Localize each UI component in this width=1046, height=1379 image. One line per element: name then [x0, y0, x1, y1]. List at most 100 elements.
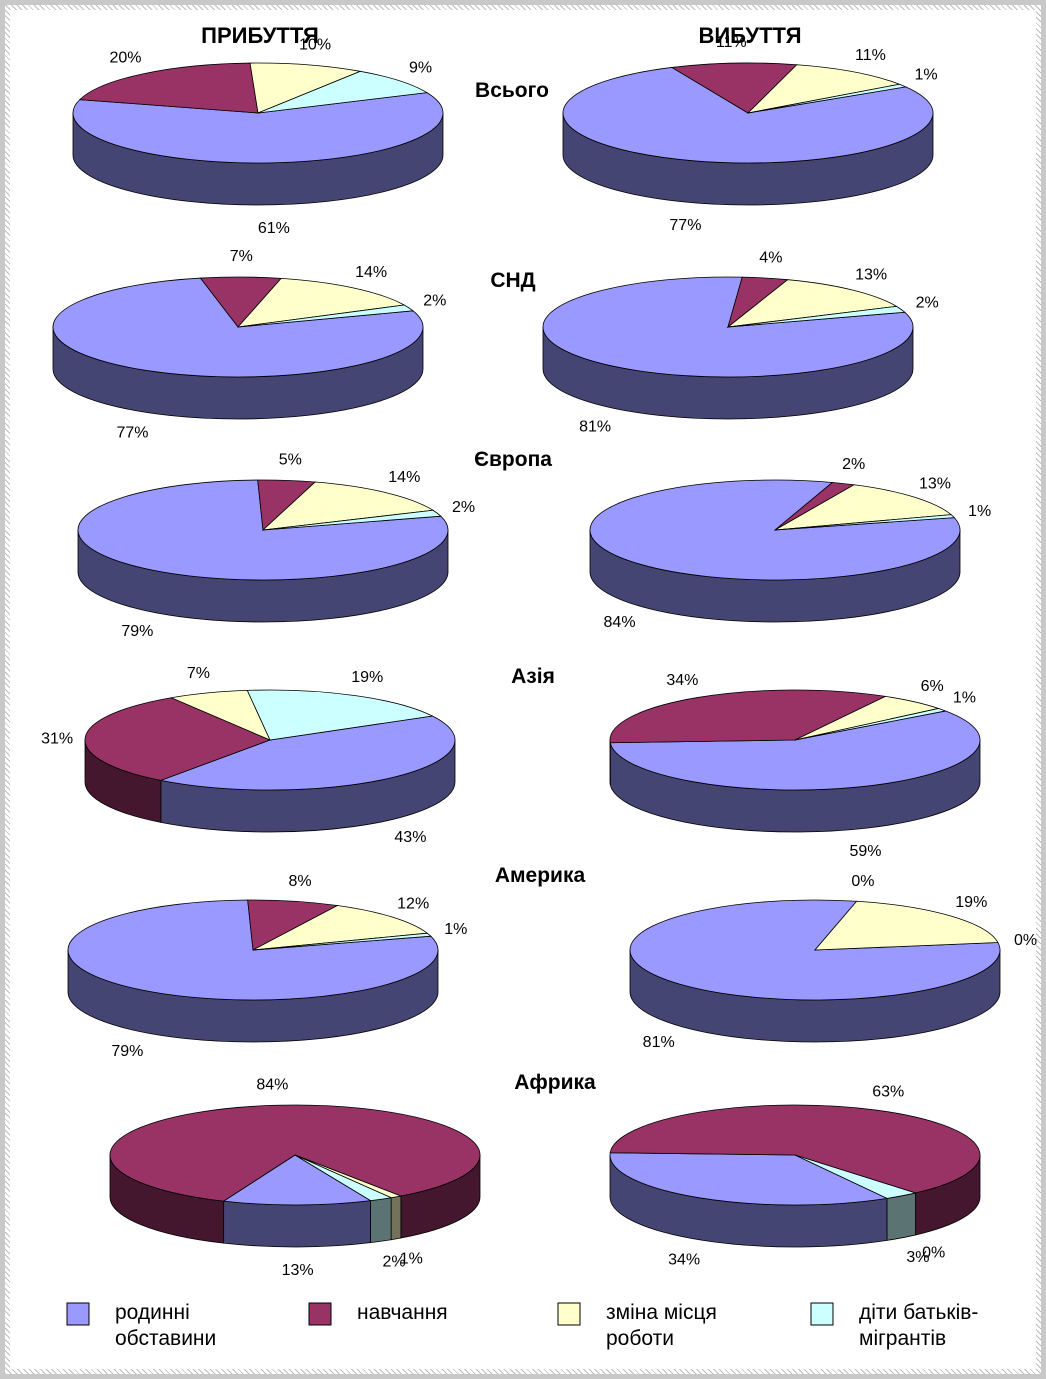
legend-swatch [810, 1302, 834, 1326]
pie-slice-родинні-обставини [222, 1154, 372, 1206]
pie-slice-зміна-місця-роботи [814, 900, 999, 951]
data-label-зміна-місця-роботи: 14% [388, 469, 420, 486]
pie-departure-європа: 84% 2% 13% 1% [589, 456, 991, 631]
column-title-arrival: ПРИБУТТЯ [201, 23, 319, 48]
legend-item-навчання: навчання [308, 1301, 448, 1326]
pie-slice-навчання [670, 62, 798, 114]
region-title: СНД [490, 269, 535, 292]
data-label-навчання: 4% [759, 249, 782, 266]
data-label-діти-батьків-мігрантів: 9% [409, 59, 432, 76]
pie-slice-діти-батьків-мігрантів [294, 1154, 393, 1202]
data-label-родинні-обставини: 13% [282, 1262, 314, 1279]
data-label-навчання: 20% [109, 50, 141, 67]
pie-slice-навчання [247, 899, 339, 951]
pie-arrival-африка: 13% 84% 1%2% [109, 1076, 481, 1279]
region-title: Європа [474, 448, 552, 471]
data-label-навчання: 5% [279, 452, 302, 469]
pie-slice-зміна-місця-роботи [726, 279, 898, 328]
pie-slice-зміна-місця-роботи [249, 62, 362, 114]
data-label-діти-батьків-мігрантів: 1% [968, 503, 991, 520]
data-label-родинні-обставини: 77% [116, 425, 148, 442]
pie-side-діти-батьків-мігрантів [886, 1192, 916, 1241]
pie-slice-діти-батьків-мігрантів [237, 304, 415, 328]
pie-slice-діти-батьків-мігрантів [774, 514, 956, 531]
data-label-зміна-місця-роботи: 1% [400, 1250, 423, 1267]
data-label-родинні-обставини: 79% [121, 623, 153, 640]
legend-item-родинні-обставини: родинні обставини [66, 1301, 216, 1350]
pie-slice-зміна-місця-роботи [774, 484, 953, 531]
data-label-родинні-обставини: 34% [668, 1251, 700, 1268]
data-label-діти-батьків-мігрантів: 2% [423, 292, 446, 309]
pie-slice-діти-батьків-мігрантів [257, 70, 429, 114]
pie-slice-навчання [609, 1104, 981, 1194]
legend-swatch [66, 1302, 90, 1326]
data-label-навчання: 8% [288, 873, 311, 890]
data-label-діти-батьків-мігрантів: 0% [1014, 932, 1037, 949]
pie-slice-родинні-обставини [72, 92, 444, 164]
pie-slice-діти-батьків-мігрантів [262, 509, 442, 531]
data-label-навчання: 34% [666, 672, 698, 689]
data-label-навчання: 11% [716, 34, 747, 51]
data-label-зміна-місця-роботи: 0% [922, 1245, 945, 1262]
data-label-діти-батьків-мігрантів: 1% [914, 66, 937, 83]
data-label-родинні-обставини: 81% [579, 418, 611, 435]
data-label-навчання: 7% [230, 248, 253, 265]
pie-slice-діти-батьків-мігрантів [252, 932, 432, 951]
pie-slice-родинні-обставини [609, 710, 981, 791]
migration-pie-charts: ПРИБУТТЯ ВИБУТТЯ Всього 61% 20% 10% 9% 77% 11% 11… [41, 23, 1037, 1350]
data-label-зміна-місця-роботи: 14% [355, 264, 387, 281]
pie-arrival-снд: 77% 7% 14% 2% [52, 248, 446, 442]
data-label-зміна-місця-роботи: 13% [919, 475, 951, 492]
data-label-діти-батьків-мігрантів: 1% [953, 689, 976, 706]
pie-slice-діти-батьків-мігрантів [794, 708, 948, 741]
data-label-навчання: 2% [842, 456, 865, 473]
pie-slice-родинні-обставини [159, 715, 456, 791]
pie-departure-америка: 81% 0% 19% 0% [629, 873, 1037, 1051]
pie-arrival-європа: 79% 5% 14% 2% [77, 452, 475, 640]
region-title: Америка [495, 864, 586, 887]
legend-swatch [308, 1302, 332, 1326]
legend-label: обставини [115, 1327, 216, 1350]
data-label-родинні-обставини: 59% [849, 843, 881, 860]
data-label-зміна-місця-роботи: 13% [855, 267, 887, 284]
region-title: Всього [475, 79, 549, 102]
legend-swatch [557, 1302, 581, 1326]
pie-side-зміна-місця-роботи [390, 1195, 402, 1241]
pie-departure-азія: 59% 34% 6% 1% [609, 672, 981, 860]
pie-slice-навчання [84, 697, 272, 781]
pie-slice-зміна-місця-роботи [261, 481, 435, 531]
pie-slice-діти-батьків-мігрантів [794, 1154, 918, 1199]
data-label-родинні-обставини: 43% [394, 829, 426, 846]
pie-slice-зміна-місця-роботи [236, 277, 406, 328]
pie-side-родинні-обставини [223, 1200, 371, 1248]
pie-arrival-всього: 61% 20% 10% 9% [72, 37, 444, 237]
data-label-навчання: 84% [256, 1076, 288, 1093]
pie-slice-навчання [78, 62, 259, 114]
column-title-departure: ВИБУТТЯ [698, 23, 801, 48]
pie-arrival-азія: 43% 31% 7% 19% [41, 665, 456, 846]
legend-label: роботи [606, 1327, 674, 1350]
legend-label: діти батьків- [859, 1301, 978, 1324]
pie-slice-діти-батьків-мігрантів [747, 83, 908, 114]
pie-slice-діти-батьків-мігрантів [727, 305, 906, 328]
data-label-родинні-обставини: 81% [643, 1034, 675, 1051]
legend-item-діти-батьків-мігрантів: діти батьків-мігрантів [810, 1301, 978, 1350]
pie-departure-африка: 34% 63% 0%3% [609, 1083, 981, 1268]
region-title: Азія [511, 665, 555, 688]
pie-slice-навчання [109, 1104, 481, 1202]
pie-slice-зміна-місця-роботи [252, 905, 429, 951]
data-label-навчання: 63% [872, 1083, 904, 1100]
data-label-діти-батьків-мігрантів: 2% [382, 1254, 405, 1271]
data-label-навчання: 0% [851, 873, 874, 890]
data-label-діти-батьків-мігрантів: 19% [351, 669, 383, 686]
region-title: Африка [514, 1071, 596, 1094]
data-label-родинні-обставини: 77% [669, 217, 701, 234]
legend-label: навчання [357, 1301, 448, 1324]
data-label-навчання: 31% [41, 731, 73, 748]
data-label-зміна-місця-роботи: 12% [397, 896, 429, 913]
pie-slice-родинні-обставини [562, 67, 934, 164]
legend-item-зміна-місця-роботи: зміна місця роботи [557, 1301, 717, 1350]
legend-label: родинні [115, 1301, 190, 1324]
data-label-родинні-обставини: 61% [258, 220, 290, 237]
chart-canvas: ПРИБУТТЯ ВИБУТТЯ Всього 61% 20% 10% 9% 77% 11% 11… [10, 10, 1037, 1369]
